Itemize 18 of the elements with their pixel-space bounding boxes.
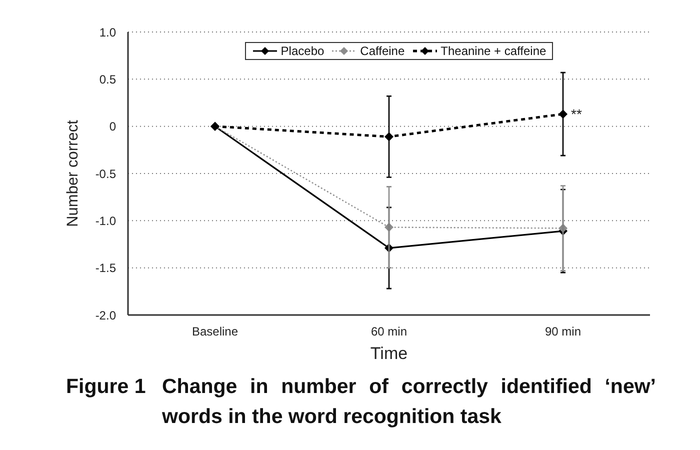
annotation: **	[571, 106, 582, 122]
y-tick-label: -1.0	[95, 214, 116, 228]
text: Change in number of correctly identified ‘new’ words in the word recognition task	[162, 374, 656, 430]
x-tick-label: Baseline	[192, 324, 238, 339]
x-axis-title: Time	[370, 344, 408, 363]
caption: Figure 1	[66, 374, 147, 400]
y-tick-label: 1.0	[99, 25, 116, 40]
legend-label: Theanine + caffeine	[440, 44, 546, 58]
y-tick-label: -1.5	[95, 261, 116, 276]
y-axis-title: Number correct	[64, 119, 82, 227]
legend-label: Caffeine	[360, 44, 405, 58]
y-tick-label: 0	[109, 120, 116, 134]
y-tick-label: -2.0	[95, 308, 116, 322]
x-tick-label: 90 min	[544, 324, 582, 339]
x-tick-label: 60 min	[370, 324, 408, 339]
y-tick-label: 0.5	[99, 72, 116, 86]
y-tick-label: -0.5	[95, 166, 116, 181]
legend-label: Placebo	[280, 44, 324, 58]
